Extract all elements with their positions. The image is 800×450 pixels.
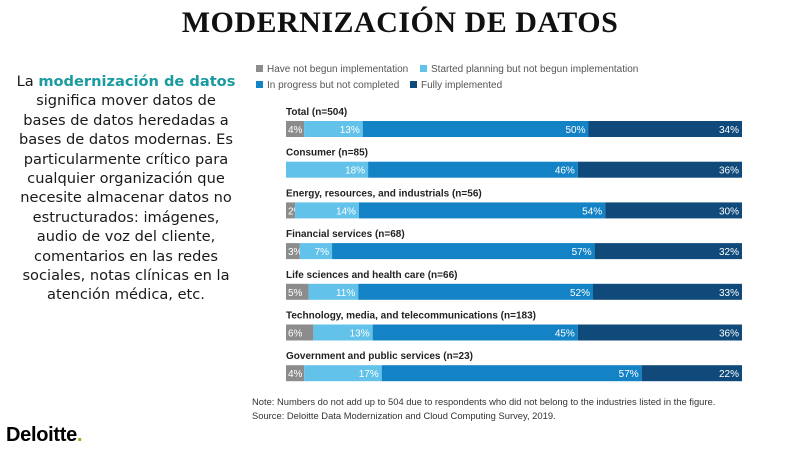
stacked-bar-chart: Have not begun implementation Started pla… xyxy=(256,64,742,382)
body-text: La modernización de datos significa move… xyxy=(14,72,238,305)
data-label: 30% xyxy=(719,206,739,217)
data-label: 4% xyxy=(288,125,303,136)
data-label: 52% xyxy=(570,288,590,299)
data-label: 17% xyxy=(359,369,379,380)
bar-segment xyxy=(286,283,309,300)
data-label: 7% xyxy=(315,247,330,258)
data-label: 6% xyxy=(288,329,303,340)
bar-segment xyxy=(358,202,606,219)
bar-segment xyxy=(286,121,305,137)
data-label: 57% xyxy=(572,247,592,258)
category-label: Life sciences and health care (n=66) xyxy=(286,270,457,281)
data-label: 57% xyxy=(619,369,639,380)
bar-segment xyxy=(362,121,589,137)
chart-note: Note: Numbers do not add up to 504 due t… xyxy=(252,396,716,407)
bar-segment xyxy=(286,324,314,341)
bar-segment xyxy=(588,121,742,137)
body-text-post: significa mover datos de bases de datos … xyxy=(18,92,234,304)
category-label: Consumer (n=85) xyxy=(286,148,368,159)
bar-segment xyxy=(641,365,742,382)
category-label: Financial services (n=68) xyxy=(286,229,405,240)
legend-swatch-in-progress-but-not-completed xyxy=(256,81,263,88)
data-label: 36% xyxy=(719,166,739,177)
legend-swatch-fully-implemented xyxy=(410,81,417,88)
data-label: 50% xyxy=(565,125,585,136)
slide-title: MODERNIZACIÓN DE DATOS xyxy=(181,6,619,39)
deloitte-logo: Deloitte. xyxy=(6,424,83,447)
data-label: 13% xyxy=(350,329,370,340)
data-label: 11% xyxy=(336,288,355,299)
bar-segment xyxy=(594,243,742,260)
category-label: Government and public services (n=23) xyxy=(286,351,473,362)
data-label: 45% xyxy=(555,329,575,340)
bar-segment xyxy=(593,283,742,300)
bar-segment xyxy=(286,365,305,382)
bar-segment xyxy=(381,365,642,382)
bar-segment xyxy=(299,243,333,260)
bar-segment xyxy=(304,365,382,382)
logo-dot: . xyxy=(76,424,83,446)
bar-segment xyxy=(358,283,594,300)
legend-label-have-not-begun-implementation: Have not begun implementation xyxy=(267,64,408,75)
chart-footnotes: Note: Numbers do not add up to 504 due t… xyxy=(252,395,715,423)
data-label: 54% xyxy=(582,206,602,217)
legend-swatch-have-not-begun-implementation xyxy=(256,65,263,72)
bar-segment xyxy=(286,243,300,260)
data-label: 3% xyxy=(288,247,303,258)
bar-segment xyxy=(286,202,296,219)
logo-text: Deloitte xyxy=(6,424,77,446)
legend-label-started-planning-but-not-begun-implementation: Started planning but not begun implement… xyxy=(431,64,638,75)
category-label: Total (n=504) xyxy=(286,107,347,118)
bar-segment xyxy=(577,324,742,341)
data-label: 13% xyxy=(340,125,360,136)
data-label: 14% xyxy=(336,206,356,217)
legend-label-fully-implemented: Fully implemented xyxy=(421,80,502,91)
chart-legend: Have not begun implementation Started pla… xyxy=(256,64,638,91)
bar-segment xyxy=(308,283,359,300)
chart-source: Source: Deloitte Data Modernization and … xyxy=(252,410,556,421)
body-text-highlight: modernización de datos xyxy=(38,73,236,90)
data-label: 32% xyxy=(719,247,739,258)
data-label: 18% xyxy=(345,166,365,177)
data-label: 34% xyxy=(719,125,739,136)
category-label: Technology, media, and telecommunication… xyxy=(286,311,536,322)
data-label: 33% xyxy=(719,288,739,299)
bar-segment xyxy=(577,161,742,178)
body-text-pre: La xyxy=(16,73,39,90)
chart-bars: Total (n=504) 4% 13% 50% 34% Consumer (n=85) 1… xyxy=(286,107,742,382)
bar-segment xyxy=(286,161,369,178)
bar-segment xyxy=(332,243,595,260)
legend-label-in-progress-but-not-completed: In progress but not completed xyxy=(267,80,399,91)
bar-segment xyxy=(295,202,359,219)
category-label: Energy, resources, and industrials (n=56… xyxy=(286,188,482,199)
bar-segment xyxy=(304,121,363,137)
data-label: 5% xyxy=(288,288,303,299)
legend-swatch-started-planning-but-not-begun-implementation xyxy=(420,65,427,72)
bar-segment xyxy=(313,324,373,341)
bar-segment xyxy=(605,202,742,219)
data-label: 36% xyxy=(719,329,739,340)
data-label: 4% xyxy=(288,369,303,380)
data-label: 22% xyxy=(719,369,739,380)
bar-segment xyxy=(372,324,578,341)
bar-segment xyxy=(368,161,578,178)
data-label: 46% xyxy=(555,166,575,177)
